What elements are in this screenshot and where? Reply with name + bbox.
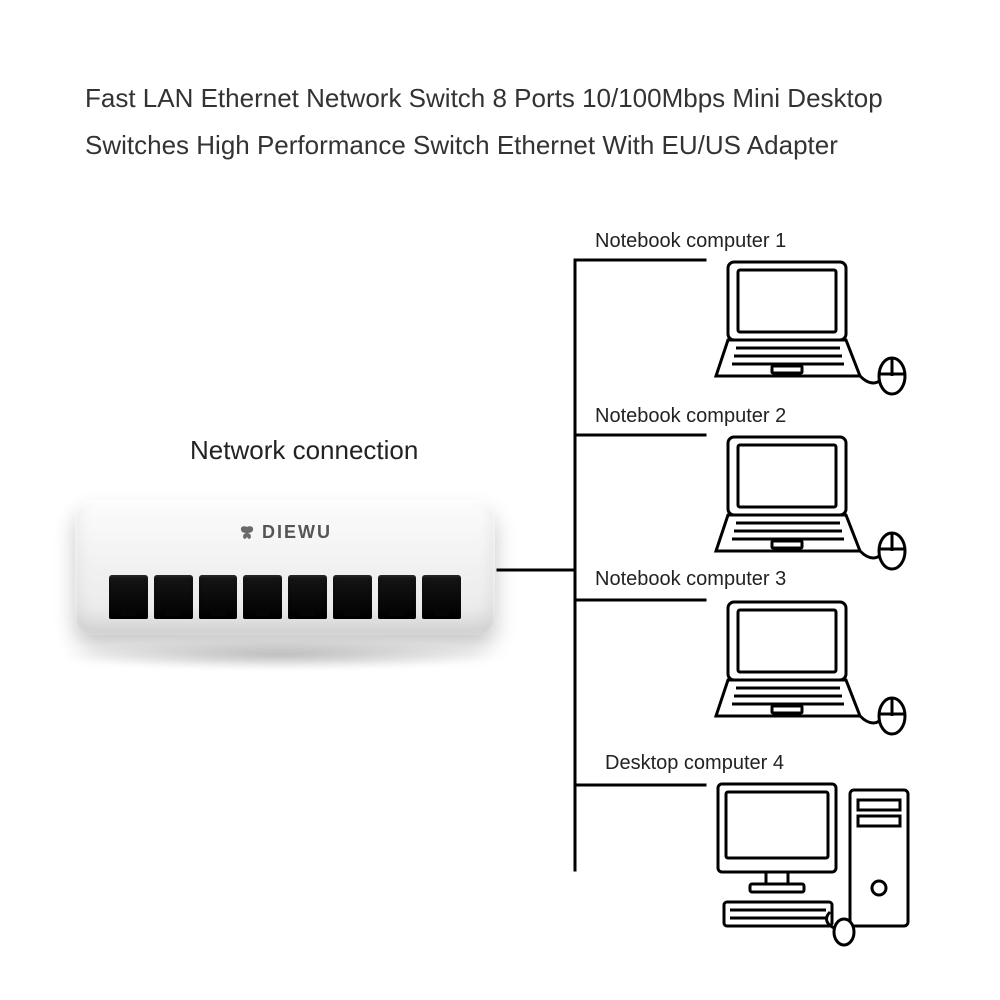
- device-label-4: Desktop computer 4: [605, 752, 784, 775]
- laptop-icon: [710, 433, 910, 563]
- laptop-icon: [710, 598, 910, 728]
- device-label-2: Notebook computer 2: [595, 405, 786, 428]
- desktop-computer-icon: [710, 778, 910, 938]
- device-label-1: Notebook computer 1: [595, 230, 786, 253]
- laptop-icon: [710, 258, 910, 388]
